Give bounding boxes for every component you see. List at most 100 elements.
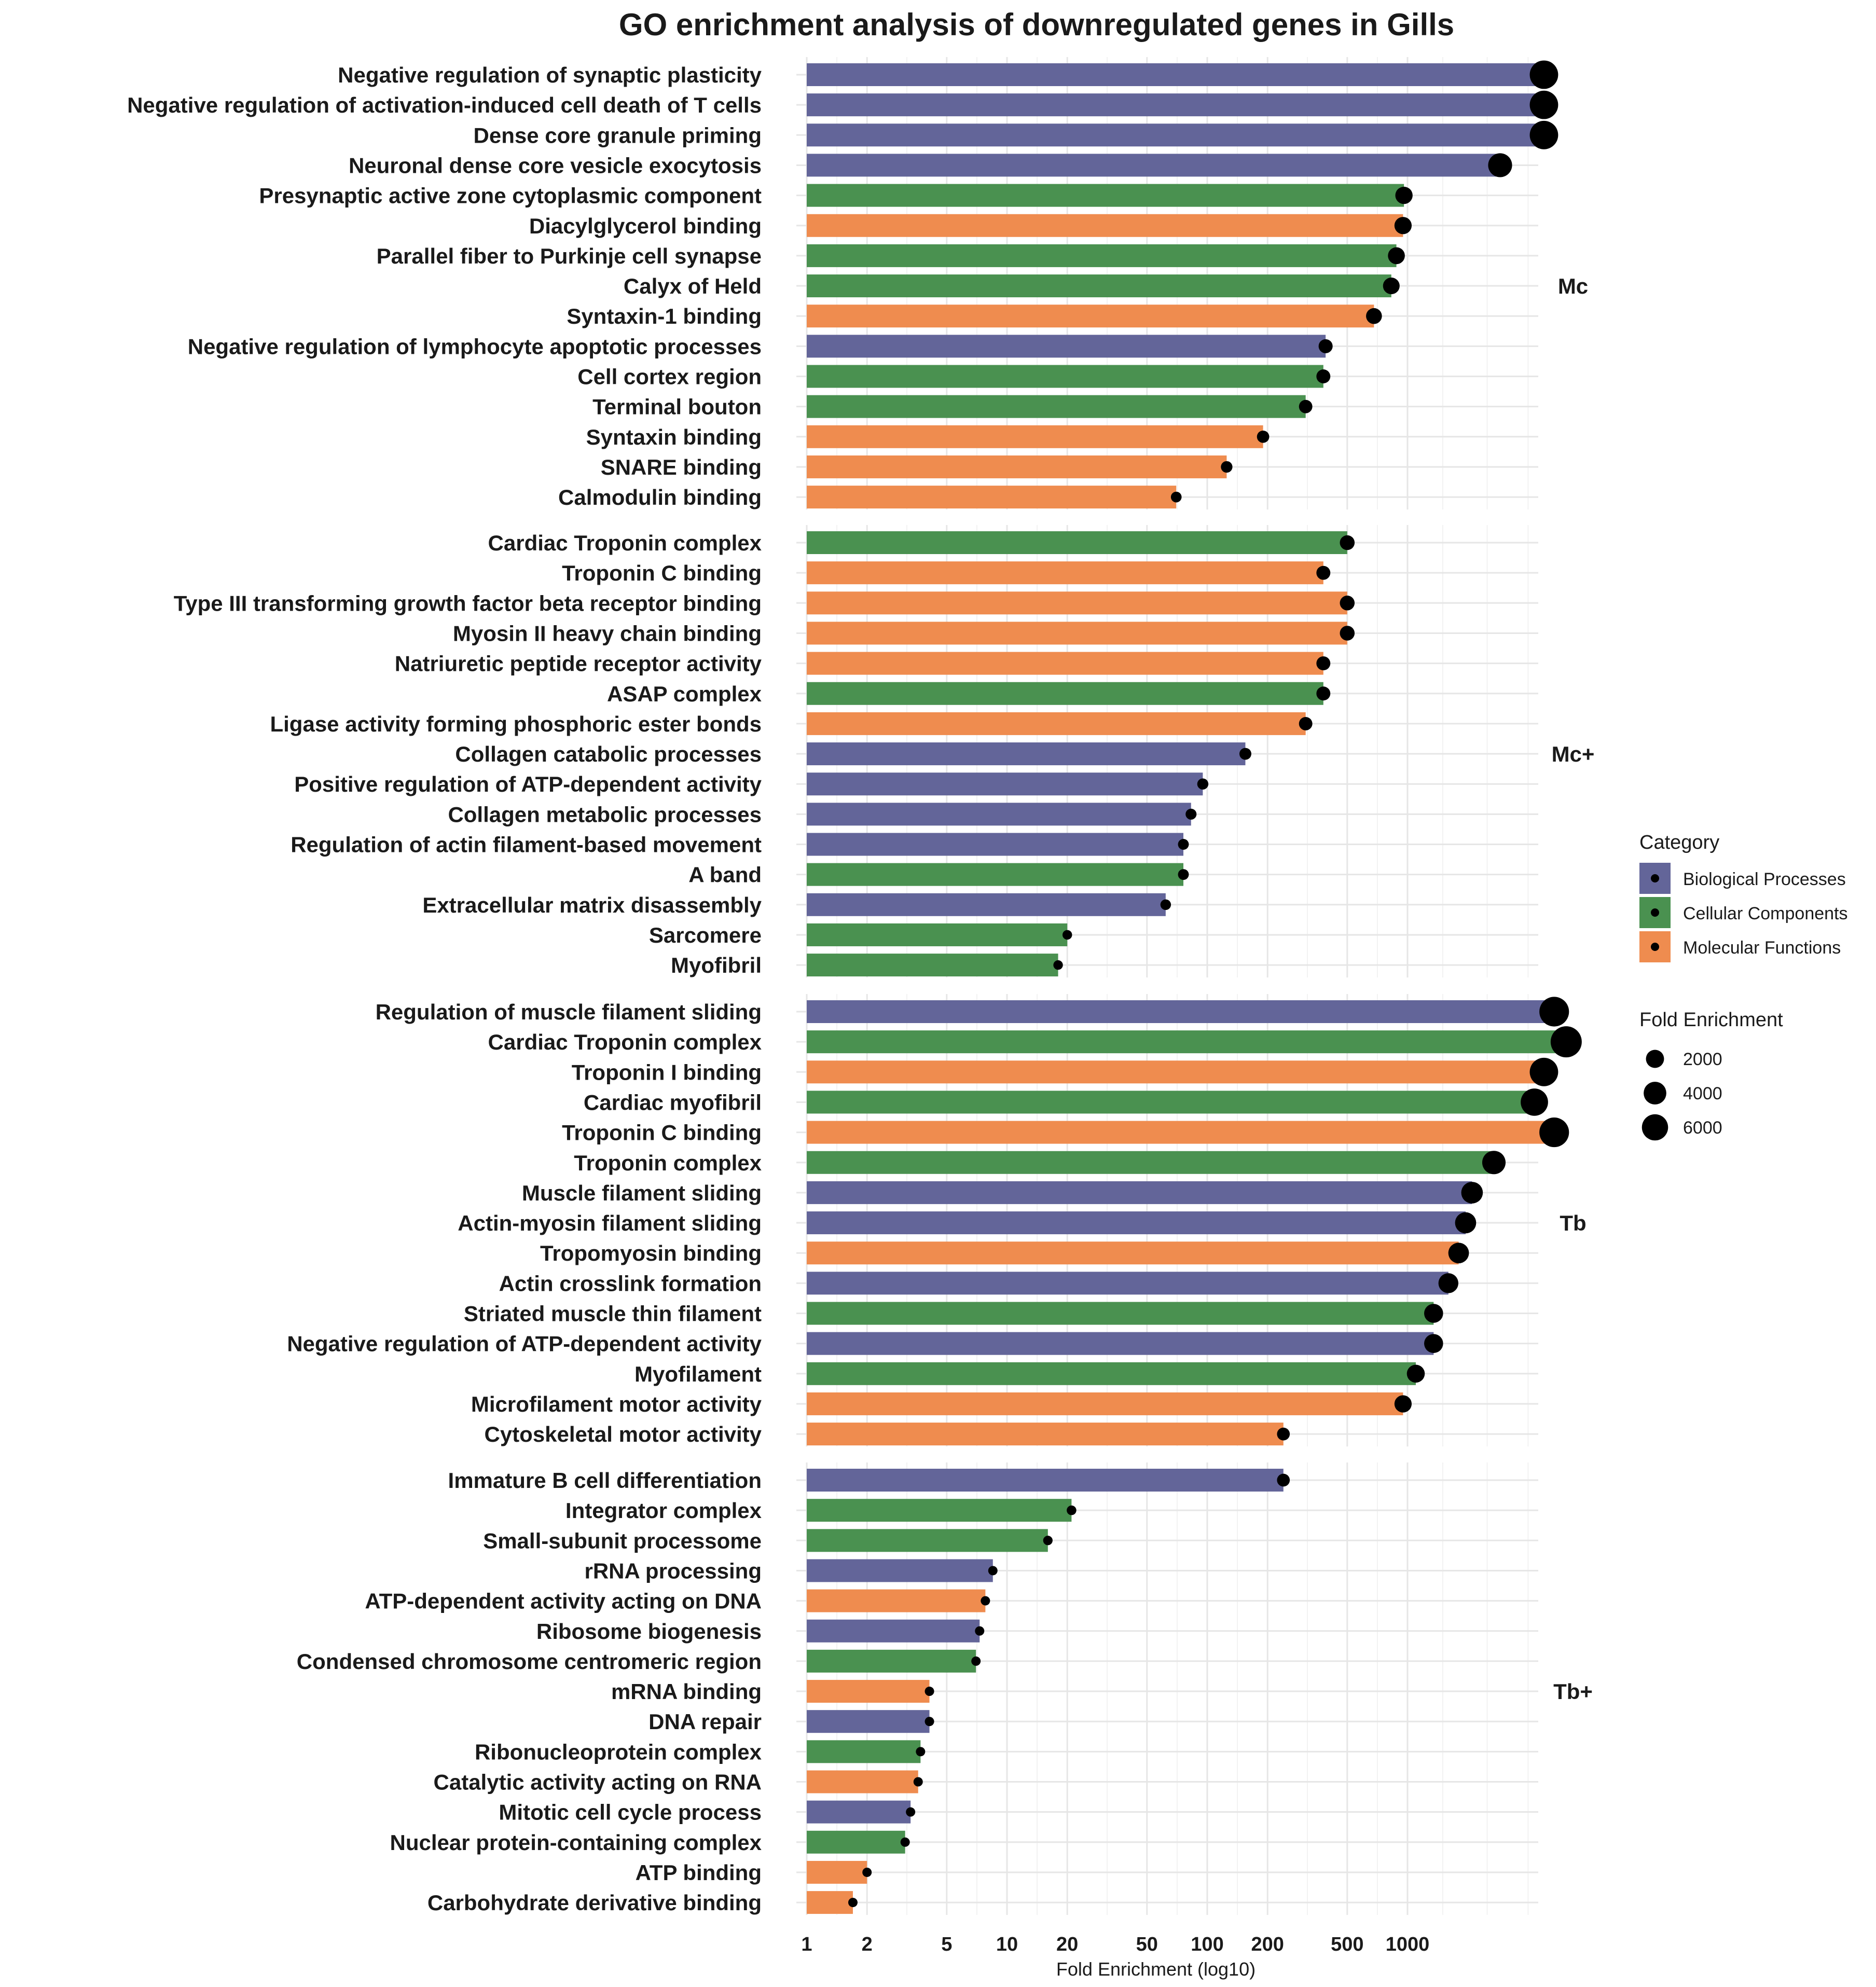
enrichment-point [1170,491,1182,503]
term-label: Syntaxin binding [586,425,762,449]
chart-title: GO enrichment analysis of downregulated … [619,7,1454,42]
term-label: Nuclear protein-containing complex [390,1830,762,1855]
term-label-layer: Negative regulation of synaptic plastici… [127,63,762,1915]
term-label: Collagen metabolic processes [448,802,762,826]
legend-swatch-point [1651,943,1659,951]
bar [807,803,1191,826]
bar [807,561,1323,585]
term-label: Muscle filament sliding [522,1181,762,1205]
enrichment-point [1461,1182,1483,1204]
enrichment-point [900,1837,910,1847]
enrichment-point [1448,1243,1469,1264]
term-label: Negative regulation of synaptic plastici… [338,63,762,87]
panel-label: Mc+ [1552,742,1595,766]
enrichment-point [1521,1088,1548,1116]
panel-label-layer: Mc Mc+ Tb Tb+ [1552,274,1595,1704]
enrichment-point [1062,930,1072,940]
x-tick-label: 10 [996,1934,1018,1955]
term-label: Cardiac myofibril [584,1090,762,1114]
x-tick-label: 1 [801,1934,812,1955]
term-label: Troponin C binding [562,1121,762,1145]
bar-layer [807,63,1566,1914]
enrichment-point [848,1898,858,1908]
enrichment-point [1424,1304,1443,1323]
bar [807,425,1263,448]
term-label: rRNA processing [584,1558,762,1583]
bar [807,1060,1544,1084]
term-label: Regulation of muscle filament sliding [376,1000,762,1024]
bar [807,305,1374,328]
term-label: Myofilament [634,1362,762,1386]
term-label: Myofibril [671,953,762,977]
term-label: Immature B cell differentiation [448,1468,762,1493]
x-tick-label: 500 [1331,1934,1363,1955]
legend-category-label: Molecular Functions [1683,938,1841,958]
enrichment-point [1318,339,1333,353]
bar [807,682,1323,705]
bar [807,531,1347,554]
term-label: Type III transforming growth factor beta… [174,591,762,615]
enrichment-point [1316,686,1331,701]
term-label: Dense core granule priming [474,123,762,147]
term-label: Ligase activity forming phosphoric ester… [270,712,762,736]
term-label: Condensed chromosome centromeric region [297,1649,762,1674]
term-label: Natriuretic peptide receptor activity [395,652,762,676]
panel-label: Tb [1560,1211,1586,1235]
bar [807,1830,905,1854]
enrichment-point [1550,1026,1582,1058]
bar [807,1423,1284,1446]
enrichment-point [925,1717,934,1727]
enrichment-point [1394,1395,1412,1413]
term-label: Troponin C binding [562,561,762,585]
enrichment-point [1394,217,1412,234]
bar [807,1030,1566,1054]
term-label: Ribonucleoprotein complex [475,1740,762,1764]
bar [807,1392,1403,1415]
legend-swatch-point [1651,908,1659,917]
bar [807,712,1306,735]
bar [807,1589,986,1612]
legend-size-label: 4000 [1683,1084,1722,1103]
enrichment-point [1160,899,1171,910]
enrichment-point [1488,153,1512,177]
bar [807,1000,1554,1023]
enrichment-point [1197,778,1209,790]
term-label: Parallel fiber to Purkinje cell synapse [377,244,762,268]
bar [807,1499,1072,1522]
enrichment-point [1395,186,1413,204]
enrichment-point [1539,1117,1569,1148]
term-label: Integrator complex [565,1498,762,1523]
bar [807,954,1058,977]
enrichment-point [1257,430,1270,443]
bar [807,1091,1535,1114]
term-label: Actin-myosin filament sliding [458,1211,762,1235]
bar [807,214,1403,237]
enrichment-point [1043,1536,1053,1546]
term-label: Cytoskeletal motor activity [484,1422,762,1446]
enrichment-point [862,1867,872,1877]
bar [807,1272,1449,1295]
bar [807,1151,1494,1174]
enrichment-point [971,1656,981,1666]
term-label: Troponin complex [574,1151,762,1175]
x-tick-label: 200 [1251,1934,1284,1955]
term-label: Troponin I binding [572,1060,762,1084]
bar [807,772,1203,796]
legend-category-title: Category [1639,832,1719,853]
bar [807,1860,867,1884]
term-label: Mitotic cell cycle process [499,1800,762,1825]
enrichment-point [1277,1473,1290,1487]
term-label: mRNA binding [611,1679,762,1704]
bar [807,63,1544,86]
enrichment-point [1067,1505,1077,1515]
bar [807,1619,980,1643]
bar [807,184,1404,207]
enrichment-point [1529,90,1558,119]
enrichment-point [975,1626,985,1636]
enrichment-point [981,1596,990,1606]
bar [807,1332,1434,1355]
panel-label: Tb+ [1553,1679,1593,1704]
bar [807,154,1500,177]
legend-swatch-point [1651,874,1659,882]
